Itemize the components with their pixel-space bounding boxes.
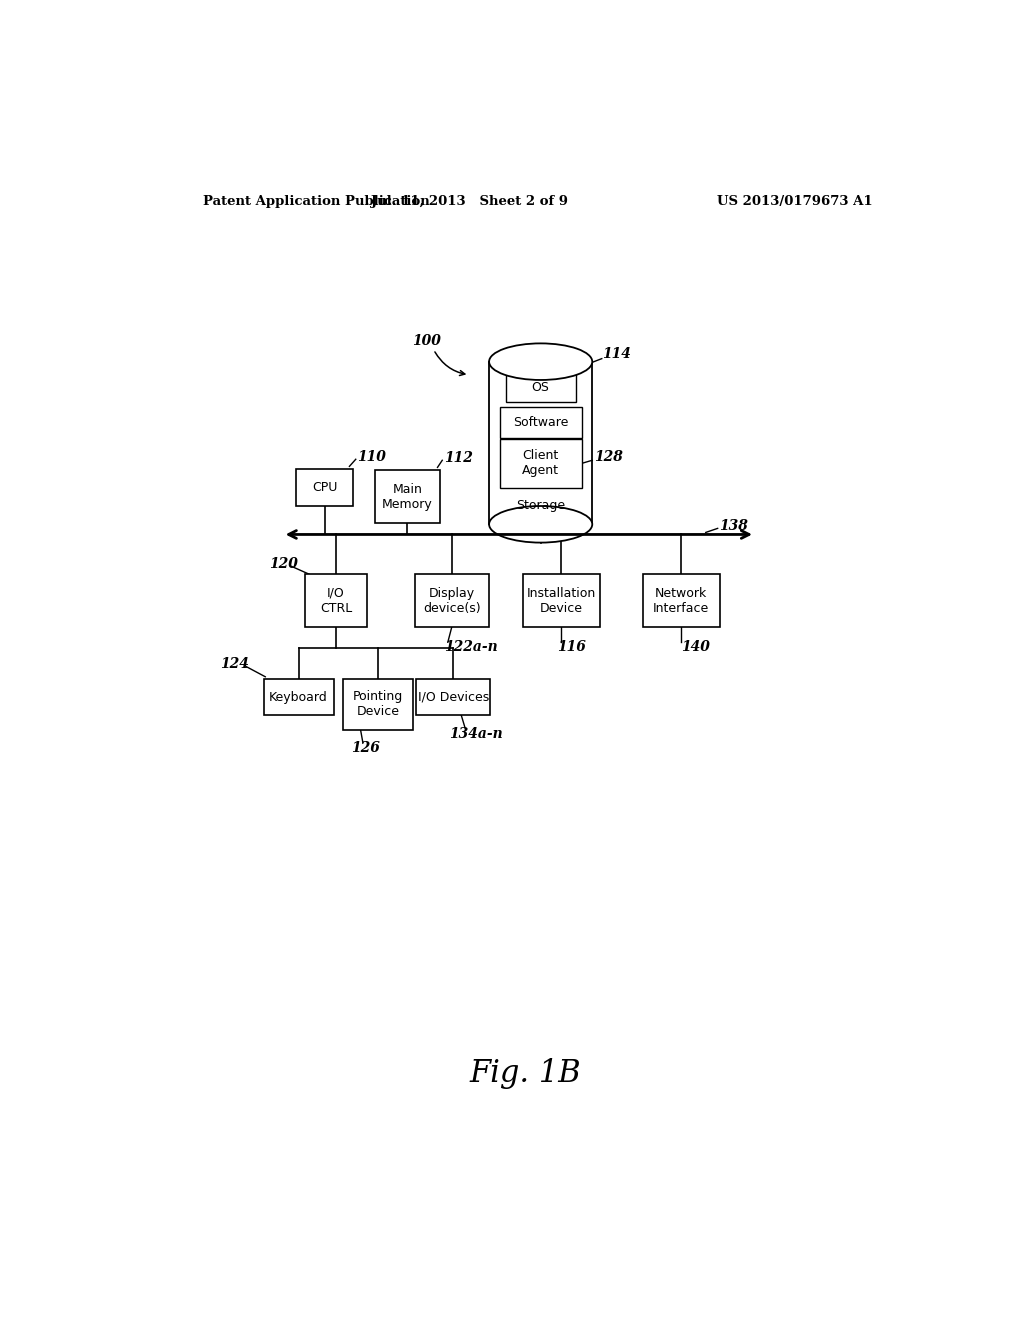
FancyBboxPatch shape bbox=[417, 678, 490, 715]
Text: Main
Memory: Main Memory bbox=[382, 483, 433, 511]
FancyBboxPatch shape bbox=[343, 678, 413, 730]
FancyBboxPatch shape bbox=[500, 408, 582, 438]
Ellipse shape bbox=[489, 343, 592, 380]
FancyArrowPatch shape bbox=[435, 352, 465, 375]
Text: 122a-n: 122a-n bbox=[443, 640, 498, 655]
Text: 116: 116 bbox=[557, 640, 586, 655]
Text: 112: 112 bbox=[443, 451, 473, 465]
Text: I/O
CTRL: I/O CTRL bbox=[319, 586, 352, 615]
Text: I/O Devices: I/O Devices bbox=[418, 690, 489, 704]
FancyBboxPatch shape bbox=[264, 678, 334, 715]
FancyBboxPatch shape bbox=[375, 470, 440, 523]
Text: Fig. 1B: Fig. 1B bbox=[469, 1057, 581, 1089]
Ellipse shape bbox=[489, 506, 592, 543]
Text: Storage: Storage bbox=[516, 499, 565, 512]
Text: Pointing
Device: Pointing Device bbox=[353, 690, 403, 718]
FancyBboxPatch shape bbox=[305, 574, 367, 627]
Text: 134a-n: 134a-n bbox=[450, 727, 503, 741]
Text: 126: 126 bbox=[351, 741, 380, 755]
FancyBboxPatch shape bbox=[523, 574, 600, 627]
Text: Keyboard: Keyboard bbox=[269, 690, 328, 704]
Text: Display
device(s): Display device(s) bbox=[423, 586, 480, 615]
Text: 120: 120 bbox=[269, 557, 298, 572]
Text: OS: OS bbox=[531, 380, 550, 393]
Text: Installation
Device: Installation Device bbox=[526, 586, 596, 615]
Text: 114: 114 bbox=[602, 347, 632, 360]
Text: 138: 138 bbox=[719, 519, 749, 533]
Text: Software: Software bbox=[513, 416, 568, 429]
Text: 140: 140 bbox=[681, 640, 710, 655]
Text: Network
Interface: Network Interface bbox=[653, 586, 710, 615]
Text: Patent Application Publication: Patent Application Publication bbox=[204, 194, 430, 207]
Text: 124: 124 bbox=[220, 656, 249, 671]
Text: 110: 110 bbox=[357, 450, 386, 465]
FancyBboxPatch shape bbox=[296, 470, 353, 506]
Text: 128: 128 bbox=[594, 450, 623, 465]
FancyBboxPatch shape bbox=[500, 440, 582, 487]
FancyBboxPatch shape bbox=[643, 574, 720, 627]
Text: Client
Agent: Client Agent bbox=[522, 449, 559, 478]
Text: US 2013/0179673 A1: US 2013/0179673 A1 bbox=[717, 194, 872, 207]
FancyBboxPatch shape bbox=[415, 574, 488, 627]
Text: Jul. 11, 2013   Sheet 2 of 9: Jul. 11, 2013 Sheet 2 of 9 bbox=[371, 194, 567, 207]
Text: CPU: CPU bbox=[312, 482, 338, 494]
Text: 100: 100 bbox=[412, 334, 441, 348]
FancyBboxPatch shape bbox=[506, 372, 575, 403]
